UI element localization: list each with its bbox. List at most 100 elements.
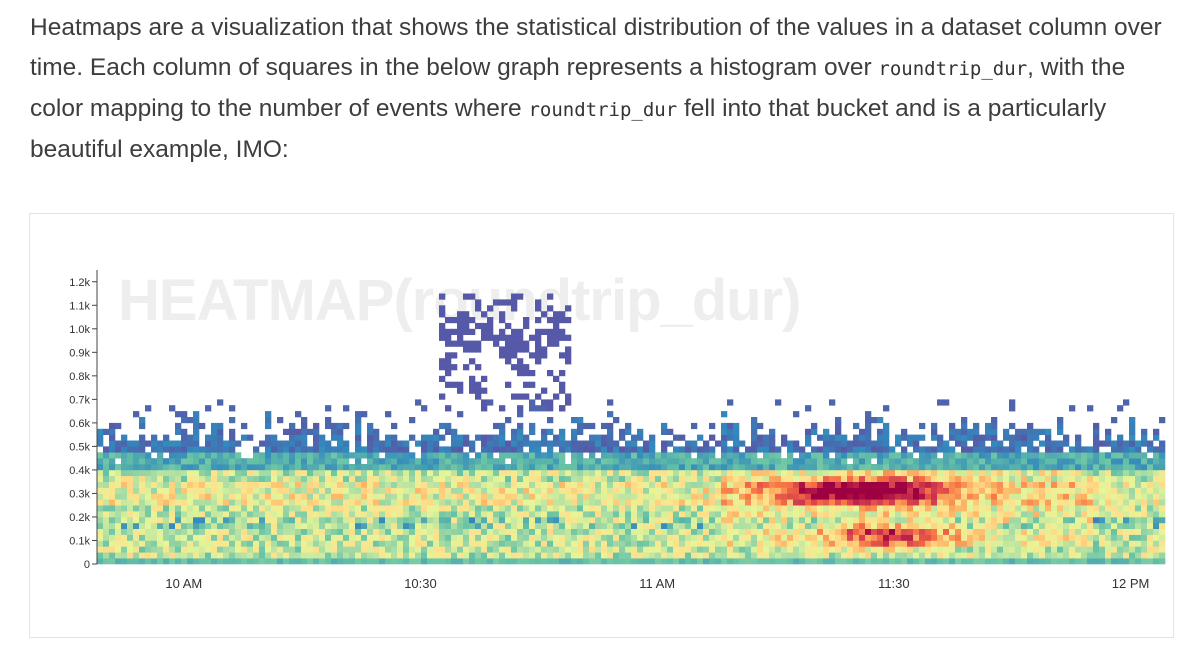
heatmap-cell xyxy=(295,528,302,535)
heatmap-cell xyxy=(1159,487,1166,494)
heatmap-cell xyxy=(97,458,104,465)
heatmap-cell xyxy=(1075,534,1082,541)
heatmap-cell xyxy=(991,540,998,547)
heatmap-cell xyxy=(349,475,356,482)
heatmap-cell xyxy=(229,458,236,465)
heatmap-cell xyxy=(211,552,218,559)
heatmap-cell xyxy=(409,546,416,553)
heatmap-cell xyxy=(763,446,770,453)
heatmap-cell xyxy=(1009,458,1016,465)
heatmap-cell xyxy=(1057,475,1064,482)
heatmap-cell xyxy=(1087,458,1094,465)
heatmap-cell xyxy=(823,458,830,465)
heatmap-cell xyxy=(763,469,770,477)
heatmap-cell xyxy=(115,558,122,565)
heatmap-cell xyxy=(133,440,140,447)
heatmap-cell xyxy=(361,411,368,418)
heatmap-cell xyxy=(463,293,470,300)
heatmap-cell xyxy=(529,481,536,488)
heatmap-cell xyxy=(211,540,218,547)
heatmap-cell xyxy=(217,475,224,482)
heatmap-cell xyxy=(1015,540,1022,547)
heatmap-cell xyxy=(775,534,782,541)
heatmap-cell xyxy=(331,522,338,529)
heatmap-cell xyxy=(421,540,428,547)
heatmap-cell xyxy=(619,434,626,441)
heatmap-cell xyxy=(637,517,644,524)
heatmap-cell xyxy=(733,534,740,541)
heatmap-cell xyxy=(1081,446,1088,453)
heatmap-cell xyxy=(967,428,974,435)
heatmap-cell xyxy=(283,540,290,547)
heatmap-cell xyxy=(157,458,164,465)
heatmap-cell xyxy=(343,552,350,559)
heatmap-cell xyxy=(907,458,914,465)
heatmap-cell xyxy=(313,505,320,512)
heatmap-cell xyxy=(883,505,890,512)
heatmap-cell xyxy=(169,499,176,506)
heatmap-cell xyxy=(193,475,200,482)
heatmap-cell xyxy=(367,546,374,553)
heatmap-cell xyxy=(913,499,920,506)
heatmap-cell xyxy=(265,517,272,524)
heatmap-cell xyxy=(169,440,176,447)
heatmap-cell xyxy=(271,452,278,459)
heatmap-cell xyxy=(667,534,674,541)
heatmap-cell xyxy=(451,552,458,559)
heatmap-cell xyxy=(973,552,980,559)
heatmap-cell xyxy=(991,493,998,500)
heatmap-cell xyxy=(415,558,422,565)
heatmap-cell xyxy=(493,540,500,547)
heatmap-cell xyxy=(673,511,680,518)
heatmap-cell xyxy=(781,505,788,512)
heatmap-cell xyxy=(175,481,182,488)
heatmap-cell xyxy=(829,434,836,441)
heatmap-cell xyxy=(1099,540,1106,547)
heatmap-cell xyxy=(559,487,566,494)
heatmap-cell xyxy=(169,528,176,535)
heatmap-cell xyxy=(1117,499,1124,506)
heatmap-cell xyxy=(211,434,218,441)
heatmap-cell xyxy=(1069,446,1076,453)
heatmap-cell xyxy=(733,546,740,553)
heatmap-cell xyxy=(589,440,596,447)
heatmap-cell xyxy=(499,434,506,441)
heatmap-cell xyxy=(235,528,242,535)
heatmap-cell xyxy=(895,434,902,441)
heatmap-cell xyxy=(727,428,734,435)
heatmap-cell xyxy=(481,399,488,406)
heatmap-cell xyxy=(991,458,998,465)
heatmap-cell xyxy=(1099,469,1106,477)
heatmap-cell xyxy=(559,458,566,465)
heatmap-cell xyxy=(991,422,998,430)
heatmap-cell xyxy=(865,540,872,547)
heatmap-cell xyxy=(925,452,932,459)
heatmap-cell xyxy=(607,469,614,477)
heatmap-cell xyxy=(973,540,980,547)
heatmap-cell xyxy=(841,552,848,559)
heatmap-cell xyxy=(1135,534,1142,541)
heatmap-cell xyxy=(517,540,524,547)
heatmap-cell xyxy=(775,505,782,512)
heatmap-cell xyxy=(367,522,374,529)
heatmap-cell xyxy=(277,446,284,453)
heatmap-cell xyxy=(961,440,968,447)
heatmap-cell xyxy=(925,528,932,535)
heatmap-cell xyxy=(1147,464,1154,471)
heatmap-cell xyxy=(301,517,308,524)
heatmap-cell xyxy=(121,458,128,465)
heatmap-cell xyxy=(1009,540,1016,547)
heatmap-cell xyxy=(1087,493,1094,500)
heatmap-cell xyxy=(835,417,842,424)
heatmap-cell xyxy=(487,322,494,330)
heatmap-cell xyxy=(643,487,650,494)
heatmap-cell xyxy=(811,505,818,512)
heatmap-cell xyxy=(415,399,422,406)
heatmap-cell xyxy=(901,534,908,541)
heatmap-cell xyxy=(973,422,980,430)
heatmap-cell xyxy=(565,552,572,559)
heatmap-cell xyxy=(733,511,740,518)
heatmap-cell xyxy=(469,481,476,488)
heatmap-cell xyxy=(589,458,596,465)
heatmap-cell xyxy=(1045,446,1052,453)
